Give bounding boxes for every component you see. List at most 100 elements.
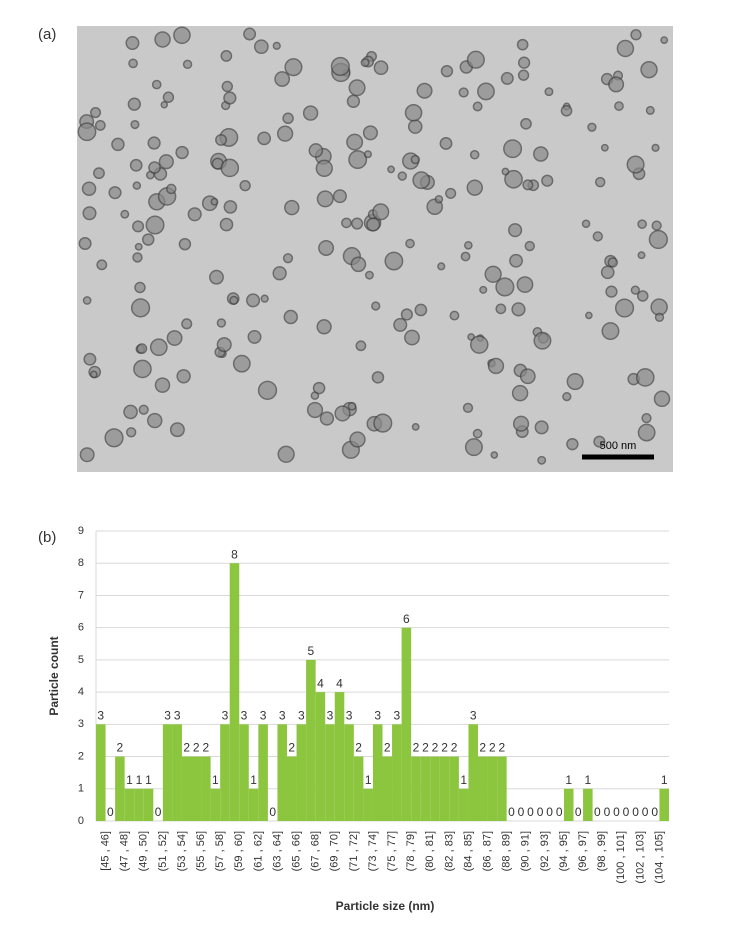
bar <box>287 756 297 821</box>
texture-particle <box>372 203 390 221</box>
texture-particle <box>439 137 453 150</box>
texture-particle <box>566 438 579 451</box>
x-tick-label: (61 , 62] <box>252 831 264 871</box>
texture-particle <box>341 217 352 229</box>
bar <box>583 788 593 821</box>
texture-particle <box>404 329 420 346</box>
data-label: 3 <box>346 709 353 723</box>
texture-particle <box>148 161 161 174</box>
texture-particle <box>284 199 300 216</box>
y-tick-label: 5 <box>78 654 84 666</box>
texture-particle <box>404 103 423 122</box>
texture-particle <box>434 194 444 204</box>
bar <box>325 724 335 821</box>
data-label: 1 <box>250 773 257 787</box>
texture-particle <box>522 179 534 191</box>
texture-particle <box>257 131 272 146</box>
texture-particle <box>247 329 262 344</box>
texture-particle <box>223 91 237 105</box>
bar <box>487 756 498 821</box>
texture-particle <box>560 104 573 117</box>
bar <box>181 756 192 821</box>
texture-particle <box>641 413 652 424</box>
bar <box>162 724 173 821</box>
data-label: 0 <box>632 805 639 819</box>
data-label: 1 <box>365 773 372 787</box>
texture-particle <box>130 119 140 130</box>
texture-particle <box>464 438 483 457</box>
bar <box>363 788 373 821</box>
texture-particle <box>334 405 351 422</box>
data-label: 2 <box>422 741 429 755</box>
texture-particle <box>517 69 530 81</box>
texture-particle <box>373 60 389 76</box>
data-label: 4 <box>317 676 324 690</box>
texture-particle <box>253 39 269 55</box>
data-label: 0 <box>556 805 563 819</box>
bar <box>248 788 259 821</box>
data-label: 1 <box>460 773 467 787</box>
texture-particle <box>216 318 227 328</box>
texture-particle <box>440 64 454 78</box>
texture-particle <box>635 368 655 387</box>
texture-particle <box>587 122 597 132</box>
data-label: 0 <box>508 805 515 819</box>
texture-particle <box>154 377 171 393</box>
texture-particle <box>178 237 192 251</box>
panel-label: (b) <box>38 529 56 546</box>
texture-particle <box>79 447 95 463</box>
texture-particle <box>216 337 232 353</box>
texture-particle <box>660 36 669 44</box>
texture-particle <box>516 38 529 51</box>
x-tick-label: (82 , 83] <box>443 831 455 871</box>
bar <box>439 756 450 821</box>
bar <box>96 724 106 821</box>
texture-particle <box>120 209 130 219</box>
texture-particle <box>410 154 421 165</box>
texture-particle <box>138 404 149 415</box>
data-label: 3 <box>374 709 381 723</box>
texture-particle <box>128 58 138 69</box>
bar <box>172 724 182 821</box>
bar <box>401 627 412 821</box>
texture-particle <box>363 150 372 159</box>
texture-particle <box>82 296 92 305</box>
data-label: 2 <box>441 741 448 755</box>
data-label: 0 <box>269 805 276 819</box>
texture-particle <box>495 277 515 297</box>
x-tick-label: (84 , 85] <box>462 831 474 871</box>
x-tick-label: (94 , 95] <box>558 831 570 871</box>
texture-particle <box>637 423 656 442</box>
texture-particle <box>400 308 413 321</box>
x-axis-title: Particle size (nm) <box>336 899 435 913</box>
texture-particle <box>78 236 92 250</box>
texture-particle <box>284 58 303 77</box>
texture-particle <box>477 82 495 101</box>
data-label: 2 <box>183 741 190 755</box>
texture-particle <box>272 41 281 50</box>
texture-particle <box>630 285 640 295</box>
texture-particle <box>637 251 646 260</box>
texture-particle <box>83 352 97 366</box>
data-label: 0 <box>107 805 114 819</box>
texture-particle <box>416 82 433 99</box>
texture-particle <box>501 167 510 176</box>
data-label: 3 <box>222 709 229 723</box>
texture-particle <box>348 150 368 170</box>
x-tick-label: (53 , 54] <box>176 831 188 871</box>
texture-particle <box>607 257 619 268</box>
data-label: 3 <box>279 709 286 723</box>
texture-particle <box>149 338 168 357</box>
texture-particle <box>366 217 381 232</box>
texture-particle <box>319 411 335 426</box>
data-label: 0 <box>642 805 649 819</box>
bar <box>191 756 202 821</box>
texture-particle <box>414 303 428 317</box>
bar <box>134 788 144 821</box>
texture-particle <box>350 256 367 273</box>
texture-particle <box>96 259 108 271</box>
data-label: 2 <box>193 741 200 755</box>
x-tick-label: (69 , 70] <box>329 831 341 871</box>
bar <box>296 724 307 821</box>
